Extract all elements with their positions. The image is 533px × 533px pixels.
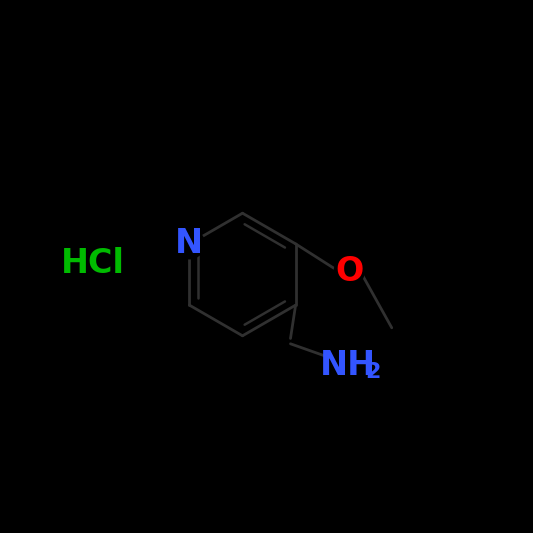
Text: O: O bbox=[335, 255, 364, 288]
Text: HCl: HCl bbox=[61, 247, 125, 280]
Circle shape bbox=[334, 257, 364, 287]
Text: NH: NH bbox=[319, 349, 376, 382]
Circle shape bbox=[330, 346, 373, 389]
Circle shape bbox=[174, 229, 204, 259]
Text: 2: 2 bbox=[366, 362, 381, 382]
Text: N: N bbox=[175, 228, 204, 260]
